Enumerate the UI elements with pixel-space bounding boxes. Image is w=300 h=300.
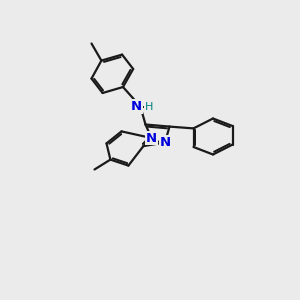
Text: N: N xyxy=(131,100,142,113)
Text: H: H xyxy=(145,101,153,112)
Text: N: N xyxy=(159,136,171,149)
Text: N: N xyxy=(146,131,157,145)
